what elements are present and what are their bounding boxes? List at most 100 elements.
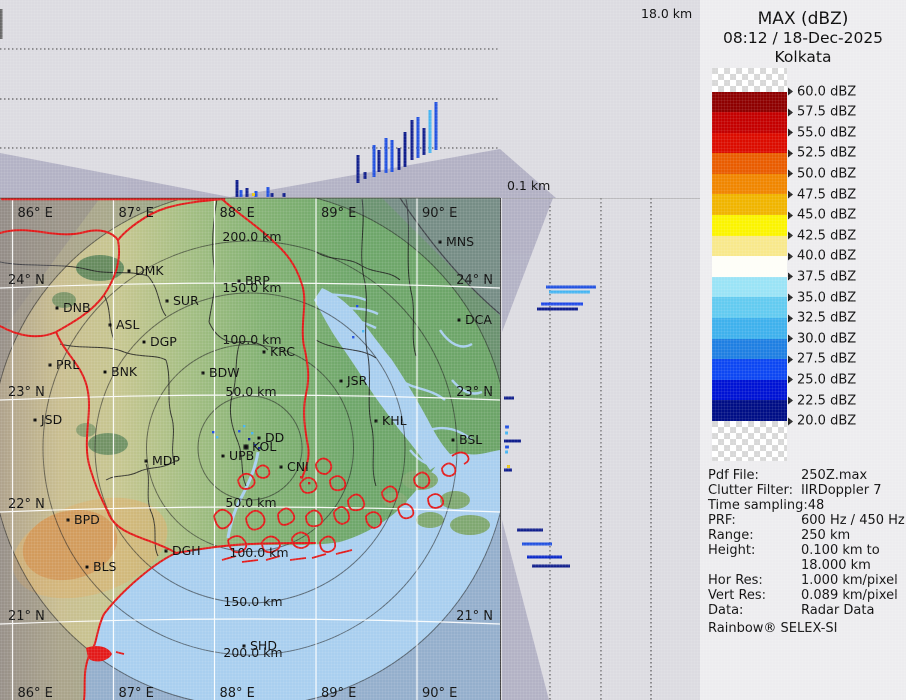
echo-speck-yellow bbox=[507, 465, 510, 468]
longitude-label-bottom: 89° E bbox=[321, 686, 356, 700]
metadata-value: Radar Data bbox=[801, 603, 874, 618]
city-label: MNS bbox=[446, 234, 474, 249]
echo-speck bbox=[243, 425, 245, 427]
metadata-value: 1.000 km/pixel bbox=[801, 573, 898, 588]
tick-arrow-icon bbox=[788, 376, 793, 384]
city-dot bbox=[165, 550, 168, 553]
latitude-label-right: 21° N bbox=[456, 609, 493, 624]
station-name: Kolkata bbox=[700, 48, 906, 66]
scale-band bbox=[712, 92, 787, 113]
product-title: MAX (dBZ) bbox=[700, 9, 906, 29]
city-label: DCA bbox=[465, 312, 492, 327]
scale-tick: 37.5 dBZ bbox=[788, 269, 856, 284]
city-dot bbox=[145, 460, 148, 463]
city-dot bbox=[202, 372, 205, 375]
metadata-label: Height: bbox=[708, 543, 755, 558]
scale-tick: 50.0 dBZ bbox=[788, 166, 856, 181]
product-datetime: 08:12 / 18-Dec-2025 bbox=[700, 29, 906, 47]
city-dot bbox=[166, 300, 169, 303]
tick-label: 57.5 dBZ bbox=[797, 105, 856, 120]
side-strip-min-height-label: 0.1 km bbox=[507, 178, 550, 193]
city-label: BLS bbox=[93, 559, 117, 574]
tick-label: 30.0 dBZ bbox=[797, 331, 856, 346]
scale-band bbox=[712, 339, 787, 360]
scale-tick: 25.0 dBZ bbox=[788, 372, 856, 387]
city-label: KHL bbox=[382, 413, 407, 428]
tick-arrow-icon bbox=[788, 355, 793, 363]
radar-site-marker bbox=[244, 445, 249, 450]
echo-speck bbox=[212, 431, 214, 433]
city-label: BRP bbox=[245, 273, 270, 288]
city-dot bbox=[67, 519, 70, 522]
metadata-row: PRF:600 Hz / 450 Hz bbox=[708, 513, 906, 528]
city-dot bbox=[280, 466, 283, 469]
tick-label: 25.0 dBZ bbox=[797, 372, 856, 387]
city-dot bbox=[109, 324, 112, 327]
city-label: BDW bbox=[209, 365, 240, 380]
range-ring-label: 150.0 km bbox=[223, 594, 282, 609]
city-label: KRC bbox=[270, 344, 295, 359]
metadata-row: Hor Res:1.000 km/pixel bbox=[708, 573, 906, 588]
city-dot bbox=[243, 645, 246, 648]
city-label: BSL bbox=[459, 432, 482, 447]
latitude-label-right: 23° N bbox=[456, 385, 493, 400]
city-dot bbox=[452, 439, 455, 442]
tick-arrow-icon bbox=[788, 294, 793, 302]
transparent-band bbox=[712, 421, 787, 461]
city-label: SUR bbox=[173, 293, 199, 308]
longitude-label-top: 88° E bbox=[220, 206, 255, 221]
city-dot bbox=[340, 380, 343, 383]
metadata-value: IIRDoppler 7 bbox=[801, 483, 882, 498]
legend-panel: MAX (dBZ) 08:12 / 18-Dec-2025 Kolkata 60… bbox=[700, 0, 906, 700]
city-label: DGP bbox=[150, 334, 177, 349]
city-label: DNB bbox=[63, 300, 91, 315]
city-dot bbox=[128, 270, 131, 273]
tick-label: 50.0 dBZ bbox=[797, 166, 856, 181]
tick-label: 40.0 dBZ bbox=[797, 249, 856, 264]
city-dot bbox=[86, 566, 89, 569]
scale-tick: 22.5 dBZ bbox=[788, 393, 856, 408]
longitude-label-top: 87° E bbox=[119, 206, 154, 221]
scale-band bbox=[712, 194, 787, 215]
longitude-label-top: 86° E bbox=[18, 206, 53, 221]
metadata-label: Pdf File: bbox=[708, 468, 759, 483]
scale-tick: 32.5 dBZ bbox=[788, 311, 856, 326]
longitude-label-bottom: 90° E bbox=[422, 686, 457, 700]
tick-arrow-icon bbox=[788, 170, 793, 178]
edge-artifact bbox=[0, 9, 3, 39]
latitude-label-left: 21° N bbox=[8, 609, 45, 624]
scale-tick: 60.0 dBZ bbox=[788, 84, 856, 99]
metadata-row: Height:0.100 km to bbox=[708, 543, 906, 558]
tick-arrow-icon bbox=[788, 211, 793, 219]
tick-arrow-icon bbox=[788, 252, 793, 260]
city-dot bbox=[458, 319, 461, 322]
tick-label: 47.5 dBZ bbox=[797, 187, 856, 202]
scale-band bbox=[712, 236, 787, 257]
scale-tick: 45.0 dBZ bbox=[788, 208, 856, 223]
metadata-label: Clutter Filter: bbox=[708, 483, 793, 498]
metadata-row: Clutter Filter: IIRDoppler 7 bbox=[708, 483, 906, 498]
tick-label: 55.0 dBZ bbox=[797, 125, 856, 140]
tick-label: 37.5 dBZ bbox=[797, 269, 856, 284]
city-label: UPB bbox=[229, 448, 254, 463]
city-dot bbox=[222, 455, 225, 458]
metadata-value: 0.089 km/pixel bbox=[801, 588, 898, 603]
city-dot bbox=[143, 341, 146, 344]
scale-band bbox=[712, 133, 787, 154]
city-dot bbox=[104, 371, 107, 374]
longitude-label-bottom: 86° E bbox=[18, 686, 53, 700]
tick-label: 60.0 dBZ bbox=[797, 84, 856, 99]
echo-speck bbox=[238, 430, 240, 432]
tick-arrow-icon bbox=[788, 273, 793, 281]
range-ring-label: 50.0 km bbox=[225, 384, 276, 399]
tick-label: 22.5 dBZ bbox=[797, 393, 856, 408]
longitude-label-bottom: 88° E bbox=[220, 686, 255, 700]
echo-speck bbox=[251, 432, 253, 434]
metadata-row: Pdf File:250Z.max bbox=[708, 468, 906, 483]
radar-site-label: KOL bbox=[252, 439, 276, 454]
metadata-label: Time sampling:48 bbox=[708, 498, 824, 513]
metadata-row: Vert Res:0.089 km/pixel bbox=[708, 588, 906, 603]
tick-arrow-icon bbox=[788, 314, 793, 322]
echo-speck-yellow bbox=[252, 193, 255, 196]
tick-arrow-icon bbox=[788, 108, 793, 116]
